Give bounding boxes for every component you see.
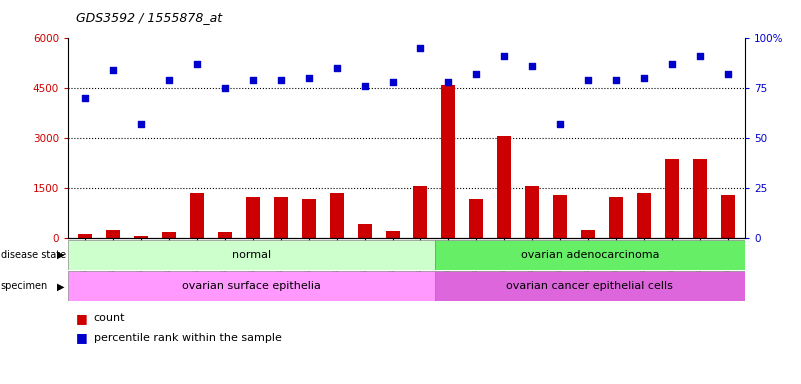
Point [330, 65, 343, 71]
Bar [68, 271, 435, 301]
Bar [190, 193, 203, 238]
Bar [553, 195, 567, 238]
Point [498, 53, 511, 60]
Bar [329, 193, 344, 238]
Text: ovarian surface epithelia: ovarian surface epithelia [182, 281, 321, 291]
Bar [525, 186, 539, 238]
Point [554, 121, 567, 127]
Bar [78, 234, 92, 238]
Bar [274, 197, 288, 238]
Text: ovarian adenocarcinoma: ovarian adenocarcinoma [521, 250, 659, 260]
Text: ■: ■ [76, 312, 88, 325]
Point [526, 63, 539, 70]
Point [191, 61, 203, 68]
Point [302, 75, 315, 81]
Bar [441, 85, 456, 238]
Text: ▶: ▶ [57, 281, 64, 291]
Bar [469, 199, 484, 238]
Text: ovarian cancer epithelial cells: ovarian cancer epithelial cells [506, 281, 674, 291]
Point [610, 77, 622, 83]
Bar [134, 236, 148, 238]
Point [78, 95, 91, 101]
Bar [218, 232, 231, 238]
Point [107, 67, 119, 73]
Point [274, 77, 287, 83]
Point [442, 79, 455, 85]
Bar [357, 224, 372, 238]
Point [135, 121, 147, 127]
Point [722, 71, 735, 78]
Bar [435, 240, 745, 270]
Text: GDS3592 / 1555878_at: GDS3592 / 1555878_at [76, 12, 222, 25]
Bar [610, 197, 623, 238]
Point [582, 77, 594, 83]
Point [638, 75, 650, 81]
Point [694, 53, 706, 60]
Text: specimen: specimen [1, 281, 48, 291]
Point [470, 71, 483, 78]
Text: normal: normal [231, 250, 271, 260]
Bar [413, 187, 428, 238]
Point [219, 85, 231, 91]
Text: ▶: ▶ [57, 250, 64, 260]
Bar [106, 230, 120, 238]
Point [358, 83, 371, 89]
Bar [638, 193, 651, 238]
Bar [246, 197, 260, 238]
Text: ■: ■ [76, 331, 88, 344]
Point [666, 61, 678, 68]
Text: percentile rank within the sample: percentile rank within the sample [94, 333, 282, 343]
Point [414, 45, 427, 51]
Point [163, 77, 175, 83]
Bar [435, 271, 745, 301]
Bar [721, 195, 735, 238]
Bar [385, 232, 400, 238]
Text: disease state: disease state [1, 250, 66, 260]
Bar [68, 240, 435, 270]
Bar [162, 232, 175, 238]
Bar [665, 159, 679, 238]
Bar [497, 136, 511, 238]
Text: count: count [94, 313, 125, 323]
Point [246, 77, 259, 83]
Point [386, 79, 399, 85]
Bar [693, 159, 707, 238]
Bar [302, 199, 316, 238]
Bar [582, 230, 595, 238]
